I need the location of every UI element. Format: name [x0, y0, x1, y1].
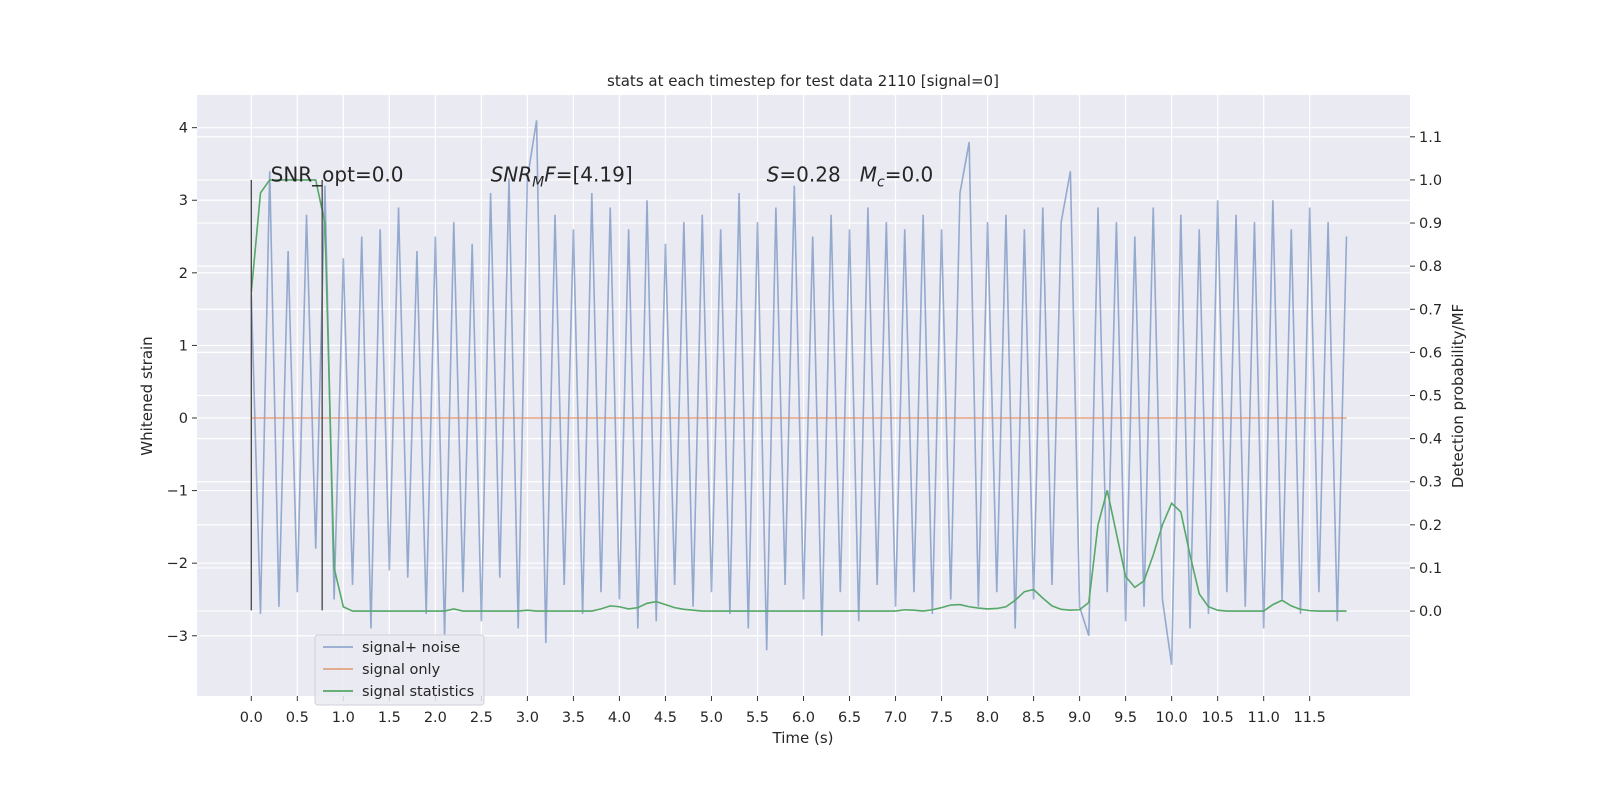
y-tick-label: 3	[179, 193, 188, 209]
y2-tick-label: 1.1	[1419, 130, 1442, 146]
annotation-part: F	[544, 162, 556, 186]
y2-tick-label: 0.7	[1419, 302, 1442, 318]
y2-tick-label: 0.1	[1419, 561, 1442, 577]
x-tick-label: 3.5	[562, 710, 585, 726]
annotation: SNR_opt=0.0	[271, 162, 404, 186]
y-tick-label: 0	[179, 411, 188, 427]
chart-title: stats at each timestep for test data 211…	[607, 72, 999, 90]
y-tick-label: −1	[167, 484, 188, 500]
x-tick-label: 10.5	[1202, 710, 1234, 726]
legend-label: signal only	[362, 662, 441, 678]
annotation-part: S	[767, 162, 780, 186]
y2-axis-label: Detection probability/MF	[1449, 304, 1467, 488]
y2-tick-label: 0.8	[1419, 259, 1442, 275]
y-tick-label: 4	[179, 121, 188, 137]
y-tick-label: −2	[167, 556, 188, 572]
legend-label: signal+ noise	[362, 640, 460, 656]
x-tick-label: 1.5	[378, 710, 401, 726]
legend-box	[314, 634, 485, 706]
annotation-part: c	[877, 174, 885, 190]
y-axis-label: Whitened strain	[138, 336, 156, 455]
x-tick-label: 6.0	[792, 710, 815, 726]
y2-tick-label: 0.5	[1419, 389, 1442, 405]
annotation-part: SNR	[491, 162, 533, 186]
x-tick-label: 4.0	[608, 710, 631, 726]
x-tick-label: 5.0	[700, 710, 723, 726]
x-tick-label: 6.5	[838, 710, 861, 726]
y2-tick-label: 0.2	[1419, 518, 1442, 534]
x-axis-label: Time (s)	[772, 729, 834, 747]
annotation-part: M	[532, 174, 544, 190]
series-line	[250, 179, 1347, 612]
y-tick-label: −3	[167, 629, 188, 645]
x-tick-label: 8.0	[976, 710, 999, 726]
x-tick-label: 7.5	[930, 710, 953, 726]
x-tick-label: 9.5	[1114, 710, 1137, 726]
x-tick-label: 8.5	[1022, 710, 1045, 726]
y-tick-label: 1	[179, 338, 188, 354]
x-tick-label: 7.0	[884, 710, 907, 726]
annotation-part: SNR_opt=0.0	[271, 162, 404, 186]
y2-tick-label: 0.3	[1419, 475, 1442, 491]
annotation-part: =[4.19]	[556, 162, 633, 186]
x-tick-label: 11.0	[1248, 710, 1280, 726]
x-tick-label: 3.0	[516, 710, 539, 726]
x-tick-label: 10.0	[1155, 710, 1187, 726]
annotation-part: =0.0	[885, 162, 934, 186]
legend-label: signal statistics	[362, 684, 474, 700]
x-tick-label: 11.5	[1294, 710, 1326, 726]
annotation: SNRMF=[4.19]	[491, 162, 633, 190]
x-tick-label: 1.0	[332, 710, 355, 726]
annotation-part: =0.28	[779, 162, 859, 186]
y2-tick-label: 0.9	[1419, 216, 1442, 232]
series-line	[250, 120, 1348, 665]
x-tick-label: 9.0	[1068, 710, 1091, 726]
x-tick-label: 0.0	[240, 710, 263, 726]
y2-tick-label: 1.0	[1419, 173, 1442, 189]
y2-tick-label: 0.6	[1419, 345, 1442, 361]
y-tick-label: 2	[179, 266, 188, 282]
x-tick-label: 0.5	[286, 710, 309, 726]
annotation-part: M	[860, 162, 877, 186]
y2-tick-label: 0.0	[1419, 604, 1442, 620]
x-tick-label: 4.5	[654, 710, 677, 726]
annotation: S=0.28 Mc=0.0	[767, 162, 934, 190]
y2-tick-label: 0.4	[1419, 432, 1442, 448]
x-tick-label: 2.5	[470, 710, 493, 726]
x-tick-label: 2.0	[424, 710, 447, 726]
x-tick-label: 5.5	[746, 710, 769, 726]
